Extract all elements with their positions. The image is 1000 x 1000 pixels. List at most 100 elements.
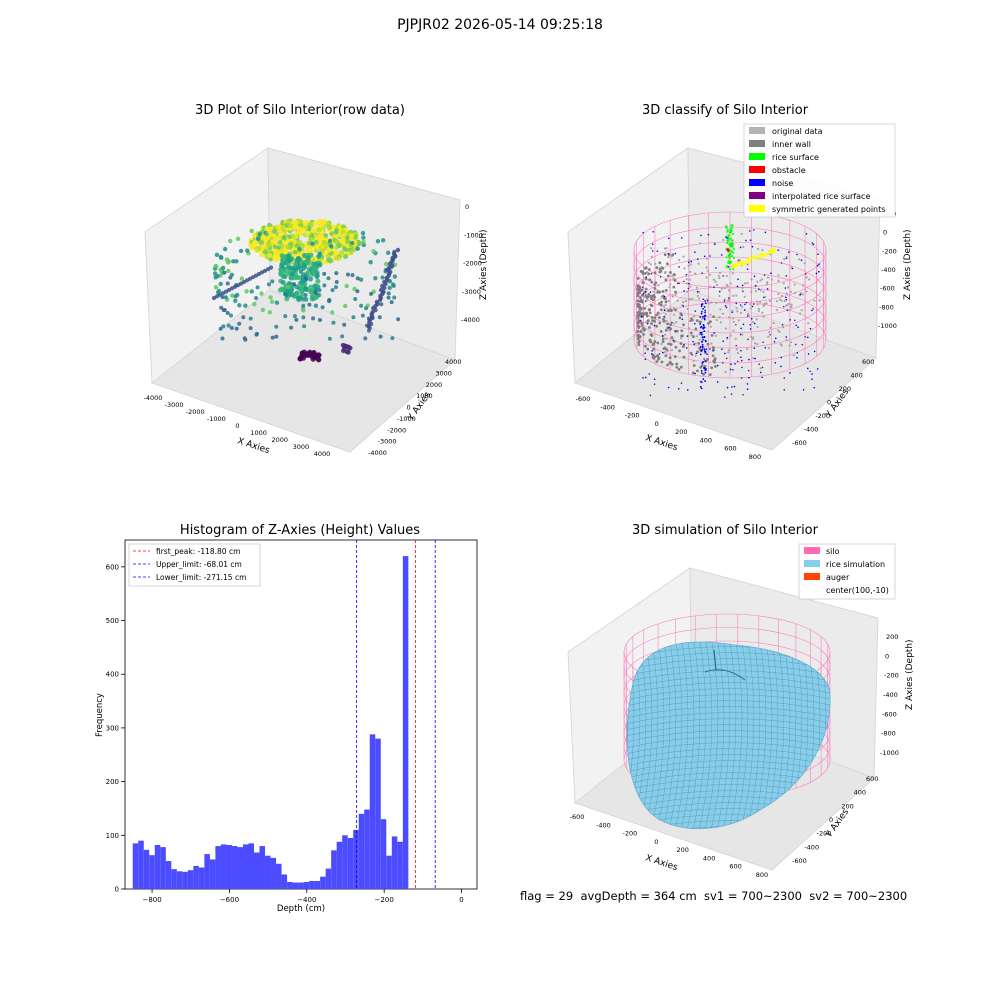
classify-point: [725, 256, 728, 259]
classify-point: [764, 231, 767, 234]
classify-point: [736, 285, 739, 288]
classify-point: [753, 347, 756, 349]
classify-point: [650, 315, 654, 319]
raw-point: [270, 279, 275, 284]
classify-point: [650, 247, 653, 250]
raw-y-tick-label: 3000: [435, 369, 452, 377]
classify-point: [701, 303, 704, 305]
classify-point: [813, 386, 816, 389]
classify-point: [705, 348, 708, 351]
classify-point: [732, 251, 735, 254]
classify-point: [681, 318, 684, 321]
raw-point: [305, 230, 311, 236]
classify-point: [640, 299, 644, 303]
classify-point: [662, 347, 666, 351]
classify-z-tick-label: 0: [883, 229, 887, 237]
classify-point: [683, 290, 685, 292]
simulation-x-tick-label: 200: [677, 846, 689, 854]
raw-point: [249, 243, 255, 249]
raw-point: [273, 256, 280, 263]
raw-point: [326, 247, 332, 253]
classify-z-tick-label: -200: [882, 247, 897, 255]
classify-point: [659, 275, 662, 278]
raw-point: [233, 298, 238, 303]
raw-x-tick-label: -2000: [186, 408, 205, 416]
classify-legend-swatch: [749, 140, 765, 147]
raw-point: [249, 228, 254, 234]
classify-point: [796, 352, 799, 354]
classify-point: [734, 337, 737, 340]
classify-point: [728, 297, 730, 299]
simulation-y-tick-label: 400: [854, 789, 866, 797]
classify-point: [802, 388, 805, 391]
raw-point: [361, 235, 366, 240]
raw-point: [298, 269, 303, 274]
classify-legend-label: symmetric generated points: [772, 205, 885, 214]
classify-point: [714, 334, 718, 337]
classify-point: [662, 335, 664, 337]
classify-point: [651, 250, 654, 252]
classify-point: [703, 358, 705, 360]
classify-point: [702, 316, 704, 318]
classify-legend-swatch: [749, 127, 765, 134]
classify-x-tick-label: 400: [700, 436, 712, 444]
classify-point: [712, 350, 714, 352]
classify-point: [746, 388, 749, 391]
raw-y-tick-label: 4000: [445, 358, 462, 366]
classify-point: [669, 283, 672, 286]
raw-point: [263, 249, 269, 255]
classify-point: [708, 273, 712, 276]
classify-point: [646, 347, 650, 351]
classify-point: [749, 303, 752, 306]
classify-point: [749, 323, 752, 326]
raw-point: [330, 288, 335, 293]
classify-point: [729, 268, 732, 271]
classify-point: [713, 357, 717, 361]
classify-point: [746, 268, 749, 271]
raw-z-tick-label: -1000: [464, 231, 483, 239]
classify-point: [782, 305, 785, 308]
classify-point: [713, 286, 715, 288]
classify-point: [669, 343, 673, 346]
simulation-legend-swatch: [804, 560, 820, 567]
classify-point: [712, 278, 715, 281]
classify-point: [688, 259, 691, 262]
raw-point: [342, 322, 347, 327]
classify-point: [757, 307, 761, 311]
classify-point: [700, 305, 703, 308]
simulation-y-tick-label: -600: [792, 857, 807, 865]
classify-point: [700, 364, 704, 368]
raw-point: [289, 325, 294, 330]
classify-point: [722, 275, 724, 277]
classify-point: [702, 378, 705, 380]
classify-point: [661, 266, 665, 270]
classify-point: [672, 277, 675, 280]
classify-point: [699, 385, 702, 388]
classify-point: [685, 282, 688, 285]
raw-point: [330, 310, 335, 315]
classify-point: [642, 376, 644, 379]
raw-point: [226, 323, 231, 328]
classify-point: [729, 253, 732, 256]
classify-point: [693, 315, 696, 318]
classify-point: [638, 306, 642, 309]
classify-point: [792, 354, 795, 357]
classify-point: [692, 364, 696, 367]
classify-point: [645, 314, 649, 318]
classify-point: [718, 316, 721, 319]
raw-point: [320, 219, 326, 226]
raw-point: [282, 236, 287, 241]
classify-point: [688, 327, 691, 330]
classify-point: [694, 342, 697, 345]
classify-point: [731, 255, 734, 258]
classify-x-axis-label: X Axies: [644, 433, 679, 453]
classify-point: [781, 326, 785, 329]
raw-point: [367, 325, 372, 331]
classify-point: [685, 273, 688, 276]
classify-point: [704, 309, 706, 312]
classify-point: [748, 376, 750, 379]
classify-point: [724, 305, 727, 307]
raw-point: [213, 263, 218, 269]
classify-point: [668, 286, 671, 289]
classify-point: [767, 249, 771, 253]
